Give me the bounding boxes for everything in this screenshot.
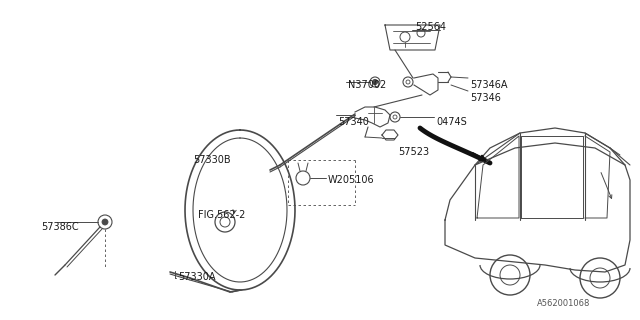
Circle shape: [372, 79, 378, 84]
Text: FIG.562-2: FIG.562-2: [198, 210, 245, 220]
Text: A562001068: A562001068: [536, 299, 590, 308]
Text: 57340: 57340: [338, 117, 369, 127]
Text: 57523: 57523: [398, 147, 429, 157]
Text: 57346: 57346: [470, 93, 501, 103]
Text: 0474S: 0474S: [436, 117, 467, 127]
Circle shape: [102, 219, 108, 225]
Text: 57346A: 57346A: [470, 80, 508, 90]
Text: 52564: 52564: [415, 22, 446, 32]
Text: 57386C: 57386C: [41, 222, 79, 232]
Text: 57330A: 57330A: [178, 272, 216, 282]
Text: N37002: N37002: [348, 80, 387, 90]
Text: W205106: W205106: [328, 175, 374, 185]
Text: 57330B: 57330B: [193, 155, 230, 165]
